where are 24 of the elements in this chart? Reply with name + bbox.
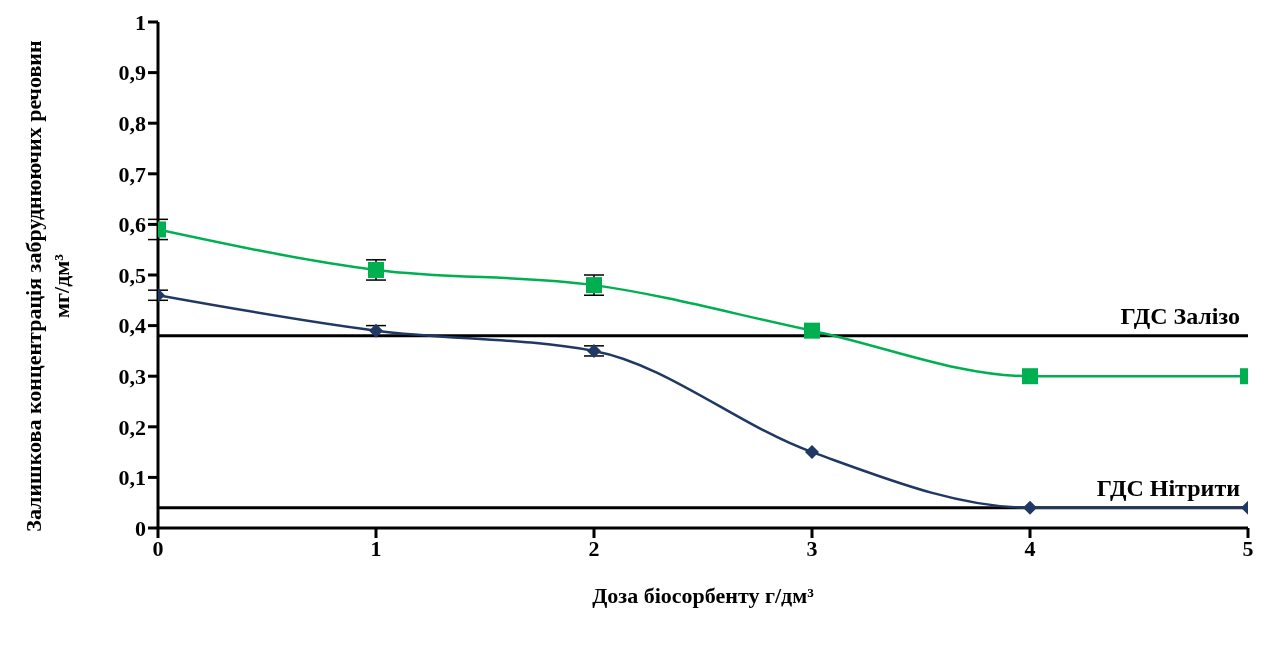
x-tick-label: 2 <box>588 535 600 561</box>
y-tick-label: 0,7 <box>118 161 146 187</box>
point <box>805 445 819 460</box>
y-tick-label: 0 <box>135 515 146 541</box>
y-tick-label: 0,2 <box>118 414 146 440</box>
point <box>587 343 601 358</box>
y-tick-label: 0,8 <box>118 111 146 137</box>
x-tick-label: 0 <box>152 535 164 561</box>
y-axis-title: Залишкова концентрація забруднюючих речовин мг/дм³ <box>20 39 75 534</box>
y-tick-label: 0,5 <box>118 262 146 288</box>
y-tick-label: 0,1 <box>118 465 146 491</box>
x-tick-label: 4 <box>1024 535 1036 561</box>
y-tick-label: 0,4 <box>118 313 146 339</box>
x-tick-label: 3 <box>806 535 818 561</box>
x-tick-label: 5 <box>1242 535 1254 561</box>
y-tick-label: 0,3 <box>118 364 146 390</box>
x-tick-label: 1 <box>370 535 382 561</box>
ref-line-label: ГДС Нітрити <box>1096 474 1241 501</box>
y-tick-label: 0,6 <box>118 212 146 238</box>
x-axis-title: Доза біосорбенту г/дм³ <box>592 583 815 608</box>
y-tick-label: 1 <box>135 9 146 35</box>
y-tick-label: 0,9 <box>118 60 146 86</box>
ref-line-label: ГДС Залізо <box>1120 302 1240 329</box>
point <box>804 322 820 339</box>
